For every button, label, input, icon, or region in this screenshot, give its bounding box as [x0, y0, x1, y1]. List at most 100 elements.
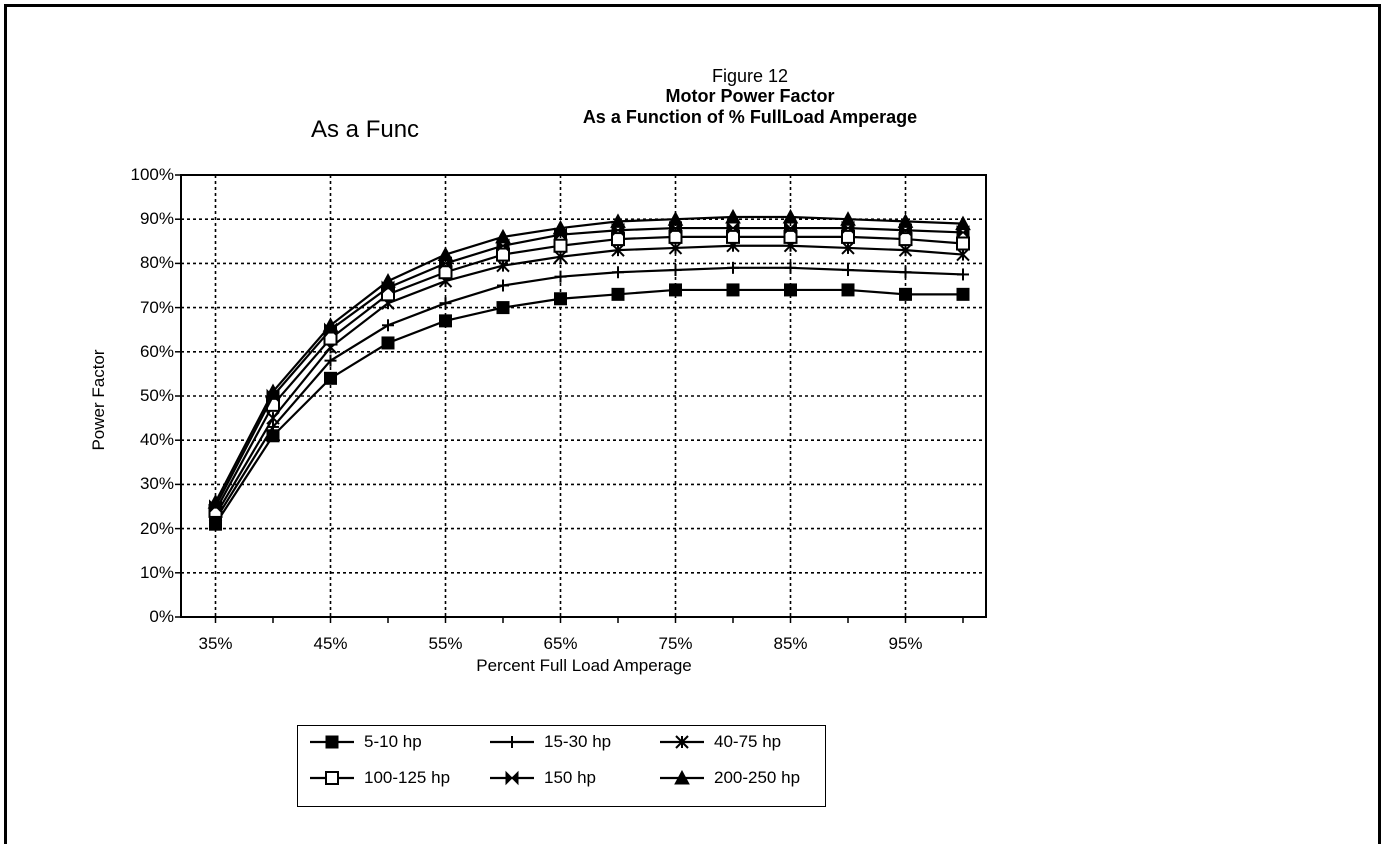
y-axis-label: Power Factor — [89, 349, 108, 451]
data-point — [207, 494, 224, 509]
series-1-group — [209, 283, 970, 531]
data-point — [667, 211, 684, 226]
data-point — [725, 208, 741, 224]
series-line — [214, 244, 964, 516]
data-point — [956, 236, 970, 251]
data-point — [784, 283, 797, 297]
data-point — [727, 261, 739, 274]
legend-label: 5-10 hp — [364, 732, 422, 751]
data-point — [783, 229, 798, 244]
stray-title-fragment: As a Func — [311, 116, 420, 143]
data-point — [784, 261, 797, 274]
data-point — [899, 266, 912, 279]
data-point — [898, 243, 913, 257]
data-point — [553, 250, 568, 264]
series-2-group — [209, 261, 969, 526]
y-tick-label: 10% — [139, 562, 174, 582]
legend-item: 40-75 hp — [658, 730, 781, 754]
y-tick-label: 40% — [139, 430, 174, 450]
data-point — [784, 220, 797, 236]
data-point — [380, 273, 396, 288]
data-point — [612, 266, 624, 279]
x-axis-label: Percent Full Load Amperage — [476, 656, 692, 675]
data-point — [899, 287, 912, 301]
data-point — [841, 283, 855, 297]
data-point — [438, 265, 453, 280]
x-tick-label: 55% — [428, 634, 463, 653]
legend-label: 15-30 hp — [544, 732, 612, 751]
data-point — [898, 232, 913, 247]
series-4-group — [208, 229, 970, 518]
data-point — [611, 287, 625, 301]
legend-item: 100-125 hp — [308, 766, 450, 790]
series-3-group — [208, 239, 970, 523]
data-point — [439, 297, 452, 310]
data-point — [554, 270, 567, 283]
data-point — [668, 229, 683, 244]
data-point — [842, 264, 854, 277]
data-point — [841, 229, 855, 244]
data-point — [726, 283, 740, 297]
legend-marker-icon — [310, 771, 354, 785]
data-point — [322, 317, 339, 332]
page: Figure 12 Motor Power Factor As a Functi… — [4, 4, 1381, 844]
data-point — [496, 258, 510, 273]
data-point — [381, 336, 395, 350]
series-6-group — [207, 208, 971, 509]
data-point — [382, 319, 394, 332]
data-point — [782, 208, 799, 224]
chart-subtitle: Motor Power Factor — [665, 86, 835, 106]
series-line — [214, 266, 964, 521]
series-line — [214, 235, 964, 512]
y-tick-label: 30% — [139, 474, 174, 494]
legend-marker-icon — [490, 770, 534, 786]
data-point — [955, 215, 971, 231]
legend-marker-icon — [490, 736, 534, 748]
legend-label: 40-75 hp — [714, 732, 782, 751]
y-tick-label: 50% — [139, 386, 174, 405]
data-point — [552, 219, 569, 235]
legend-label: 100-125 hp — [364, 768, 451, 787]
legend-label: 200-250 hp — [714, 768, 801, 787]
figure-frame — [4, 4, 1381, 844]
data-point — [841, 241, 855, 255]
data-point — [554, 292, 567, 306]
series-line — [214, 215, 964, 503]
legend-marker-icon — [660, 735, 704, 749]
data-point — [324, 371, 337, 385]
chart-subtitle-2: As a Function of % FullLoad Amperage — [582, 107, 918, 127]
legend-label: 150 hp — [544, 768, 596, 787]
x-tick-label: 95% — [888, 634, 923, 653]
y-tick-label: 70% — [139, 297, 174, 317]
x-tick-label: 85% — [773, 634, 808, 653]
data-point — [553, 238, 568, 253]
data-point — [265, 383, 281, 399]
y-tick-label: 20% — [139, 518, 174, 538]
legend: 5-10 hp 15-30 hp 40-75 hp 100-125 hp 150 hp 2… — [297, 725, 826, 807]
x-tick-label: 45% — [313, 634, 348, 653]
y-tick-label: 90% — [139, 209, 174, 229]
y-tick-label: 0% — [149, 607, 174, 626]
data-point — [956, 247, 970, 262]
data-point — [726, 229, 740, 244]
data-point — [439, 314, 452, 328]
data-point — [726, 220, 740, 236]
data-point — [323, 331, 338, 346]
plot-area — [175, 174, 987, 623]
data-point — [495, 228, 511, 244]
y-tick-label: 100% — [130, 165, 174, 184]
data-point — [669, 283, 682, 297]
data-point — [611, 243, 625, 257]
chart-title: Figure 12 — [711, 66, 789, 86]
data-point — [497, 279, 509, 292]
data-point — [897, 213, 914, 228]
legend-item: 15-30 hp — [488, 730, 611, 754]
data-point — [610, 213, 626, 228]
legend-item: 200-250 hp — [658, 766, 800, 790]
data-point — [840, 211, 856, 226]
data-point — [668, 241, 683, 255]
x-tick-label: 35% — [198, 634, 233, 653]
y-tick-label: 60% — [139, 341, 174, 361]
data-point — [437, 246, 454, 262]
data-point — [957, 268, 969, 281]
